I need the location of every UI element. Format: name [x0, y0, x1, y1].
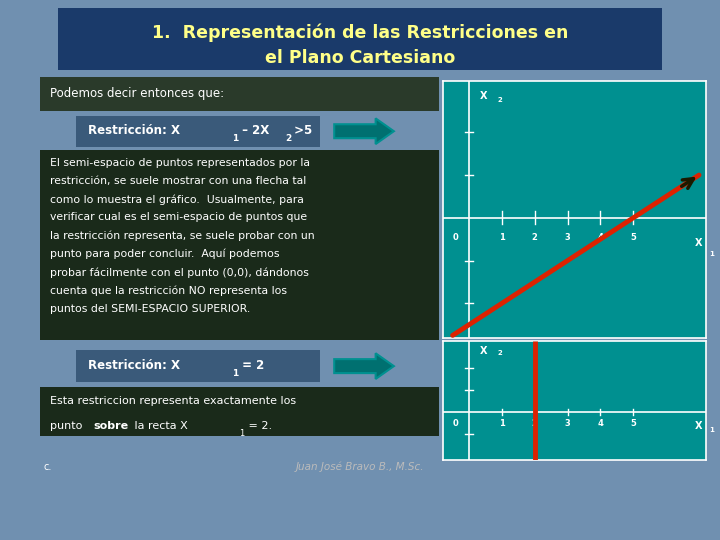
- Text: punto para poder concluir.  Aquí podemos: punto para poder concluir. Aquí podemos: [50, 249, 279, 259]
- Text: X: X: [480, 346, 487, 356]
- Text: cuenta que la restricción NO representa los: cuenta que la restricción NO representa …: [50, 286, 287, 296]
- FancyArrow shape: [334, 118, 394, 144]
- Text: el Plano Cartesiano: el Plano Cartesiano: [265, 49, 455, 67]
- Text: verificar cual es el semi-espacio de puntos que: verificar cual es el semi-espacio de pun…: [50, 212, 307, 222]
- Text: = 2: = 2: [238, 359, 265, 372]
- Text: c.: c.: [43, 462, 52, 472]
- Text: Esta restriccion representa exactamente los: Esta restriccion representa exactamente …: [50, 396, 296, 406]
- Text: 1: 1: [709, 251, 714, 257]
- Text: X: X: [480, 91, 487, 100]
- Text: 5: 5: [631, 233, 636, 242]
- Text: Juan José Bravo B., M.Sc.: Juan José Bravo B., M.Sc.: [296, 462, 424, 472]
- Text: X: X: [695, 421, 702, 431]
- Text: 1: 1: [499, 419, 505, 428]
- Text: 2: 2: [532, 419, 538, 428]
- Text: 1: 1: [233, 368, 238, 377]
- Text: X: X: [695, 238, 702, 248]
- Text: restricción, se suele mostrar con una flecha tal: restricción, se suele mostrar con una fl…: [50, 176, 306, 186]
- Text: 2: 2: [532, 233, 538, 242]
- Text: 2: 2: [285, 133, 291, 143]
- Text: 3: 3: [564, 419, 570, 428]
- Text: como lo muestra el gráfico.  Usualmente, para: como lo muestra el gráfico. Usualmente, …: [50, 194, 303, 205]
- Text: 2: 2: [498, 97, 503, 104]
- Text: sobre: sobre: [94, 421, 129, 431]
- Text: puntos del SEMI-ESPACIO SUPERIOR.: puntos del SEMI-ESPACIO SUPERIOR.: [50, 303, 250, 314]
- Text: 1: 1: [709, 427, 714, 433]
- Text: El semi-espacio de puntos representados por la: El semi-espacio de puntos representados …: [50, 158, 310, 168]
- Text: 0: 0: [453, 233, 459, 242]
- Text: >5: >5: [289, 124, 312, 137]
- Text: Podemos decir entonces que:: Podemos decir entonces que:: [50, 87, 224, 100]
- Text: 4: 4: [598, 233, 603, 242]
- Text: Restricción: X: Restricción: X: [88, 359, 180, 372]
- Text: Restricción: X: Restricción: X: [88, 124, 180, 137]
- Text: = 2.: = 2.: [245, 421, 271, 431]
- Text: probar fácilmente con el punto (0,0), dándonos: probar fácilmente con el punto (0,0), dá…: [50, 267, 308, 278]
- Text: 1: 1: [233, 133, 238, 143]
- Text: 0: 0: [453, 419, 459, 428]
- Text: 1.  Representación de las Restricciones en: 1. Representación de las Restricciones e…: [152, 24, 568, 42]
- Text: 3: 3: [564, 233, 570, 242]
- Text: 4: 4: [598, 419, 603, 428]
- Text: 1: 1: [238, 429, 244, 438]
- Text: 2: 2: [498, 350, 503, 356]
- Text: – 2X: – 2X: [238, 124, 270, 137]
- Text: la recta X: la recta X: [131, 421, 187, 431]
- Text: 5: 5: [631, 419, 636, 428]
- Text: punto: punto: [50, 421, 86, 431]
- FancyArrow shape: [334, 353, 394, 379]
- Text: la restricción representa, se suele probar con un: la restricción representa, se suele prob…: [50, 231, 314, 241]
- Text: 1: 1: [499, 233, 505, 242]
